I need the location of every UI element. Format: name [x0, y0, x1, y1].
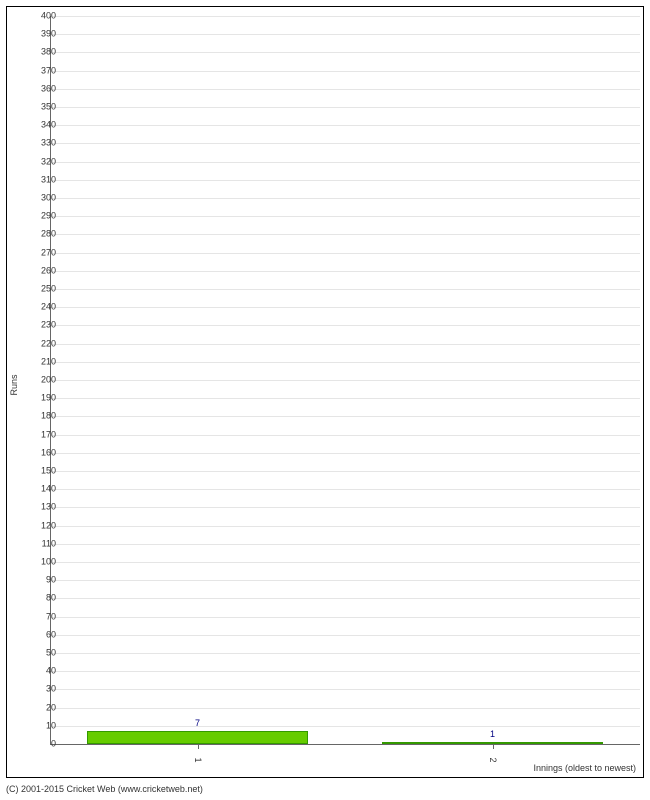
y-tick-label: 320 [16, 157, 56, 166]
y-tick-label: 150 [16, 467, 56, 476]
y-tick-label: 380 [16, 48, 56, 57]
y-tick-label: 260 [16, 266, 56, 275]
grid-line [50, 253, 640, 254]
y-tick-label: 390 [16, 30, 56, 39]
grid-line [50, 180, 640, 181]
y-tick-label: 120 [16, 521, 56, 530]
x-tick-mark [493, 744, 494, 749]
chart-container: 7 1 1 2 0 10 20 30 40 50 60 70 80 90 100 110 120 130 140 1… [0, 0, 650, 800]
y-tick-label: 90 [16, 576, 56, 585]
grid-line [50, 453, 640, 454]
grid-line [50, 362, 640, 363]
y-tick-label: 40 [16, 667, 56, 676]
grid-line [50, 671, 640, 672]
y-tick-label: 20 [16, 703, 56, 712]
y-tick-label: 10 [16, 721, 56, 730]
grid-line [50, 689, 640, 690]
grid-line [50, 325, 640, 326]
x-tick-label: 1 [193, 757, 203, 762]
grid-line [50, 598, 640, 599]
grid-line [50, 544, 640, 545]
grid-line [50, 617, 640, 618]
y-tick-label: 340 [16, 121, 56, 130]
grid-line [50, 71, 640, 72]
y-tick-label: 190 [16, 394, 56, 403]
grid-line [50, 435, 640, 436]
y-tick-label: 290 [16, 212, 56, 221]
y-tick-label: 330 [16, 139, 56, 148]
y-tick-label: 370 [16, 66, 56, 75]
grid-line [50, 198, 640, 199]
grid-line [50, 216, 640, 217]
y-tick-label: 160 [16, 448, 56, 457]
x-tick-label: 2 [488, 757, 498, 762]
grid-line [50, 380, 640, 381]
grid-line [50, 89, 640, 90]
x-axis-title: Innings (oldest to newest) [533, 763, 636, 773]
y-tick-label: 400 [16, 12, 56, 21]
y-tick-label: 180 [16, 412, 56, 421]
y-tick-label: 200 [16, 376, 56, 385]
y-tick-label: 140 [16, 485, 56, 494]
grid-line [50, 234, 640, 235]
plot-area: 7112 [50, 16, 640, 744]
grid-line [50, 416, 640, 417]
x-tick-mark [198, 744, 199, 749]
grid-line [50, 471, 640, 472]
y-axis-title: Runs [9, 374, 19, 395]
y-tick-label: 80 [16, 594, 56, 603]
y-tick-label: 230 [16, 321, 56, 330]
grid-line [50, 143, 640, 144]
bar [87, 731, 308, 744]
y-tick-label: 280 [16, 230, 56, 239]
grid-line [50, 726, 640, 727]
y-tick-label: 170 [16, 430, 56, 439]
y-tick-label: 110 [16, 539, 56, 548]
bar-value-label: 7 [195, 718, 200, 728]
grid-line [50, 289, 640, 290]
grid-line [50, 708, 640, 709]
y-tick-label: 360 [16, 84, 56, 93]
y-tick-label: 350 [16, 103, 56, 112]
grid-line [50, 580, 640, 581]
bar-value-label: 1 [490, 729, 495, 739]
grid-line [50, 307, 640, 308]
y-tick-label: 240 [16, 303, 56, 312]
grid-line [50, 507, 640, 508]
grid-line [50, 398, 640, 399]
y-tick-label: 300 [16, 194, 56, 203]
grid-line [50, 489, 640, 490]
copyright-text: (C) 2001-2015 Cricket Web (www.cricketwe… [6, 784, 203, 794]
grid-line [50, 162, 640, 163]
y-tick-label: 220 [16, 339, 56, 348]
grid-line [50, 635, 640, 636]
y-tick-label: 50 [16, 649, 56, 658]
grid-line [50, 562, 640, 563]
y-tick-label: 270 [16, 248, 56, 257]
grid-line [50, 653, 640, 654]
grid-line [50, 526, 640, 527]
y-tick-label: 250 [16, 285, 56, 294]
grid-line [50, 271, 640, 272]
y-tick-label: 30 [16, 685, 56, 694]
y-tick-label: 100 [16, 558, 56, 567]
y-tick-label: 130 [16, 503, 56, 512]
y-tick-label: 210 [16, 357, 56, 366]
y-tick-label: 60 [16, 630, 56, 639]
y-tick-label: 310 [16, 175, 56, 184]
grid-line [50, 344, 640, 345]
grid-line [50, 16, 640, 17]
y-tick-label: 0 [16, 740, 56, 749]
grid-line [50, 52, 640, 53]
grid-line [50, 34, 640, 35]
grid-line [50, 107, 640, 108]
grid-line [50, 125, 640, 126]
y-tick-label: 70 [16, 612, 56, 621]
